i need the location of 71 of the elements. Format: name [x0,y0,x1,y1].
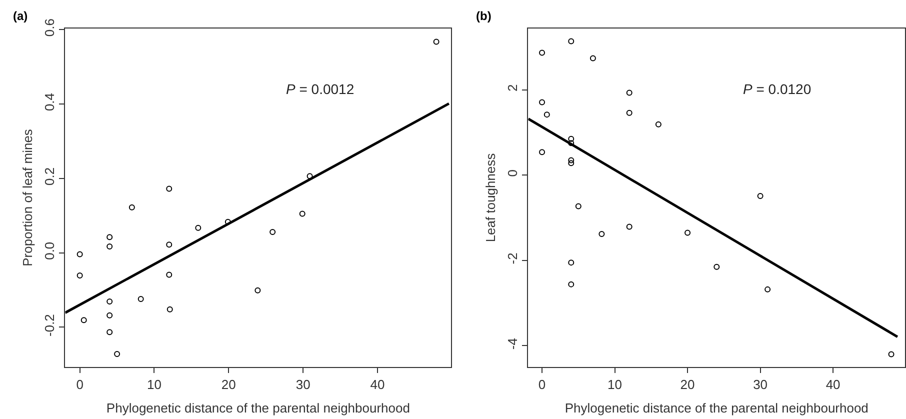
x-axis-title: Phylogenetic distance of the parental neighbourhood [106,400,410,416]
x-tick-label: 0 [538,376,546,392]
point [76,251,83,258]
point [166,306,173,312]
point [138,296,144,302]
point [888,351,894,358]
point [106,298,113,305]
point [568,136,574,142]
y-tick-label: 0.4 [42,92,57,112]
point [626,224,632,230]
y-axis-title: Leaf toughness [482,152,498,242]
point [166,242,172,248]
x-tick-label: 30 [296,376,310,392]
point [106,234,113,240]
point [106,329,113,336]
y-tick-label: -4 [504,338,520,350]
point [568,281,574,288]
x-tick-label: 40 [826,376,840,392]
point [568,157,574,164]
point [270,228,276,235]
chart-title: (a) [13,9,28,23]
point [433,38,440,45]
point [539,149,546,156]
point [590,55,596,62]
point [539,99,546,106]
point [224,218,231,225]
point [764,286,771,292]
x-tick-label: 10 [608,376,622,392]
x-tick-label: 20 [680,376,695,392]
point [114,351,120,358]
x-tick-label: 40 [370,376,385,392]
y-tick-label: 0 [504,170,520,177]
y-tick-label: -2 [504,252,520,264]
point [626,110,632,116]
point [254,287,261,294]
point [539,50,546,56]
point [757,193,764,200]
y-tick-label: 0.6 [42,18,57,37]
point [166,186,172,192]
point [166,272,172,278]
y-tick-label: 0.2 [42,167,57,186]
point [106,312,113,318]
y-tick-label: 2 [504,84,520,92]
point [714,264,720,270]
point [299,210,306,217]
point [626,90,632,96]
point [128,204,135,210]
annotation: P = 0.0012 [286,81,354,97]
y-tick-label: 0.0 [42,242,57,260]
annotation: P = 0.0120 [743,81,812,97]
point [195,224,202,231]
x-tick-label: 30 [753,376,768,392]
x-tick-label: 10 [147,376,162,392]
chart-title: (b) [476,9,492,23]
point [80,317,87,324]
point [306,173,313,180]
point [684,230,691,236]
point [575,203,582,210]
y-axis-title: Proportion of leaf mines [20,128,35,266]
point [106,243,113,250]
point [655,121,662,128]
point [568,38,574,44]
x-tick-label: 20 [221,376,236,392]
point [76,272,83,279]
point [598,230,605,237]
point [568,260,574,266]
point [568,160,574,166]
y-tick-label: -0.2 [42,314,57,336]
x-axis-title: Phylogenetic distance of the parental neighbourhood [564,400,868,416]
point [544,112,550,118]
x-tick-label: 0 [76,376,84,392]
